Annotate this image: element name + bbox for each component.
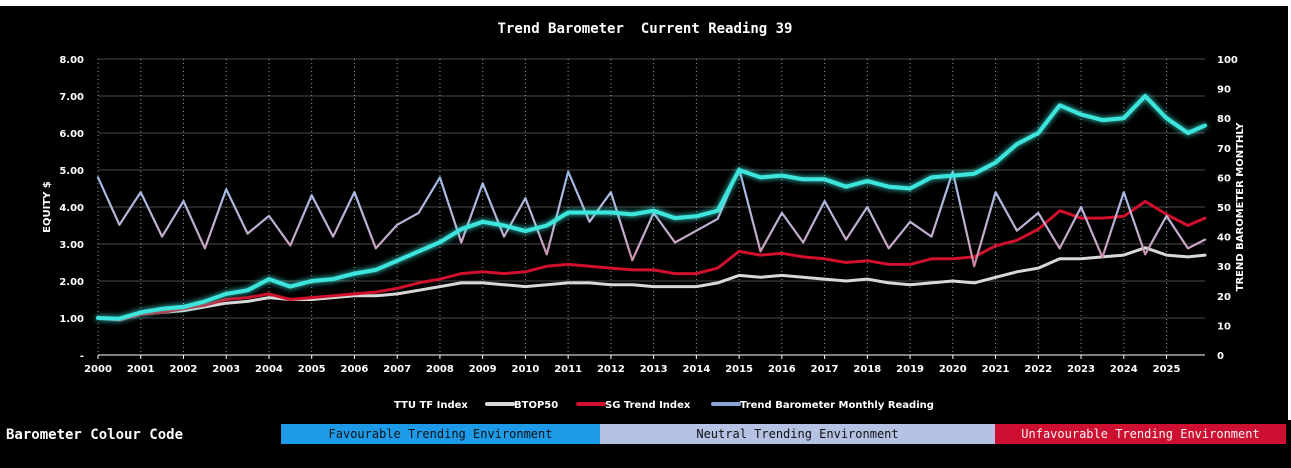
y-left-tick-label: 3.00 bbox=[59, 240, 84, 251]
y-left-axis-title: EQUITY $ bbox=[42, 181, 53, 233]
y-right-axis-title: TREND BAROMETER MONTHLY bbox=[1235, 122, 1246, 292]
sg-trend-index-line bbox=[96, 199, 1207, 322]
grid bbox=[97, 58, 1205, 355]
ttu-tf-index-line bbox=[96, 94, 1207, 321]
legend: TTU TF Index BTOP50 SG Trend Index Trend Ba… bbox=[365, 400, 934, 411]
trend-barometer-monthly-reading-line bbox=[96, 167, 1207, 268]
x-tick-label: 2005 bbox=[298, 364, 326, 375]
x-tick-label: 2002 bbox=[170, 364, 198, 375]
x-tick-label: 2019 bbox=[896, 364, 924, 375]
x-tick-label: 2009 bbox=[469, 364, 497, 375]
y-right-tick-label: 10 bbox=[1217, 321, 1231, 332]
x-tick-label: 2025 bbox=[1153, 364, 1181, 375]
x-tick-label: 2001 bbox=[127, 364, 155, 375]
x-tick-label: 2021 bbox=[982, 364, 1010, 375]
y-left-tick-label: 7.00 bbox=[59, 92, 84, 103]
chart-title: Trend Barometer Current Reading 39 bbox=[497, 21, 792, 37]
y-right-tick-label: 50 bbox=[1217, 203, 1231, 214]
y-left-tick-label: - bbox=[80, 351, 84, 362]
x-tick-label: 2013 bbox=[640, 364, 668, 375]
x-tick-label: 2000 bbox=[84, 364, 112, 375]
y-right-tick-label: 100 bbox=[1217, 55, 1238, 66]
y-left-tick-label: 8.00 bbox=[59, 55, 84, 66]
x-tick-label: 2011 bbox=[554, 364, 582, 375]
colour-code-bar: Barometer Colour Code Favourable Trendin… bbox=[0, 420, 1291, 468]
x-tick-label: 2016 bbox=[768, 364, 796, 375]
y-right-tick-label: 20 bbox=[1217, 292, 1231, 303]
y-right-tick-label: 80 bbox=[1217, 114, 1231, 125]
x-tick-label: 2007 bbox=[383, 364, 411, 375]
x-tick-label: 2012 bbox=[597, 364, 625, 375]
series-layer bbox=[96, 94, 1207, 322]
y-right-tick-label: 60 bbox=[1217, 173, 1231, 184]
x-tick-label: 2008 bbox=[426, 364, 454, 375]
y-left-tick-label: 4.00 bbox=[59, 203, 84, 214]
legend-label: BTOP50 bbox=[514, 400, 558, 411]
trend-barometer-chart: Trend Barometer Current Reading 39 - 1.00… bbox=[42, 21, 1246, 411]
x-tick-label: 2004 bbox=[255, 364, 283, 375]
y-right-tick-label: 90 bbox=[1217, 85, 1231, 96]
y-right-tick-label: 40 bbox=[1217, 233, 1231, 244]
legend-label: SG Trend Index bbox=[605, 400, 691, 411]
x-tick-label: 2003 bbox=[212, 364, 240, 375]
neutral-environment-box: Neutral Trending Environment bbox=[600, 424, 995, 444]
x-tick-label: 2024 bbox=[1110, 364, 1138, 375]
axes: - 1.00 2.00 3.00 4.00 5.00 6.00 7.00 8.00 0 10 20 30… bbox=[42, 55, 1246, 375]
x-tick-label: 2017 bbox=[811, 364, 839, 375]
legend-label: Trend Barometer Monthly Reading bbox=[740, 400, 934, 411]
chart-panel: Trend Barometer Current Reading 39 - 1.00… bbox=[0, 6, 1288, 420]
x-tick-label: 2018 bbox=[853, 364, 881, 375]
colour-code-title: Barometer Colour Code bbox=[6, 427, 184, 443]
favourable-environment-box: Favourable Trending Environment bbox=[281, 424, 600, 444]
x-tick-label: 2015 bbox=[725, 364, 753, 375]
x-tick-label: 2022 bbox=[1024, 364, 1052, 375]
unfavourable-environment-box: Unfavourable Trending Environment bbox=[995, 424, 1286, 444]
y-left-tick-label: 5.00 bbox=[59, 166, 84, 177]
y-left-tick-label: 1.00 bbox=[59, 314, 84, 325]
x-tick-label: 2020 bbox=[939, 364, 967, 375]
legend-label: TTU TF Index bbox=[394, 400, 468, 411]
x-tick-label: 2023 bbox=[1067, 364, 1095, 375]
x-tick-label: 2010 bbox=[511, 364, 539, 375]
y-left-tick-label: 2.00 bbox=[59, 277, 84, 288]
y-left-tick-label: 6.00 bbox=[59, 129, 84, 140]
x-tick-label: 2014 bbox=[682, 364, 710, 375]
y-right-tick-label: 0 bbox=[1217, 351, 1224, 362]
y-right-tick-label: 30 bbox=[1217, 262, 1231, 273]
y-right-tick-label: 70 bbox=[1217, 144, 1231, 155]
x-tick-label: 2006 bbox=[341, 364, 369, 375]
